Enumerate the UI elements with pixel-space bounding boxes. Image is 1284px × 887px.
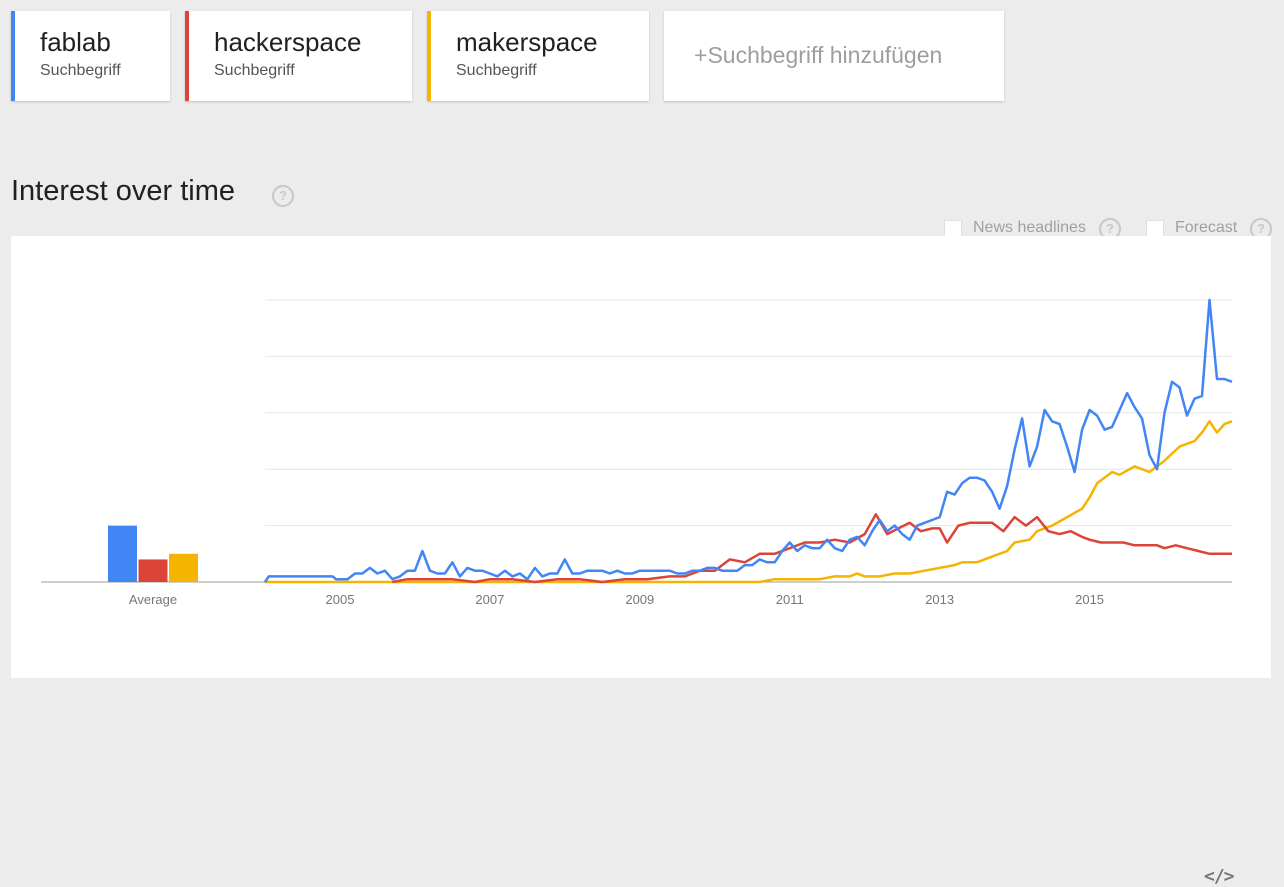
term-name: makerspace — [456, 27, 598, 57]
average-bar-hackerspace — [138, 559, 168, 582]
section-title: Interest over time — [11, 175, 236, 207]
term-name: fablab — [40, 27, 111, 57]
term-color-bar — [427, 11, 431, 101]
help-icon[interactable]: ? — [272, 185, 294, 207]
x-tick-label: 2005 — [326, 592, 355, 607]
add-search-term-button[interactable]: +Suchbegriff hinzufügen — [664, 11, 1004, 101]
x-tick-label: 2013 — [925, 592, 954, 607]
series-line-makerspace — [265, 420, 1233, 584]
interest-over-time-chart: Average 2005 2007 2009 2011 2013 2015 — [41, 298, 1233, 607]
embed-code-icon[interactable]: </> — [1204, 866, 1234, 887]
forecast-label: Forecast — [1175, 219, 1238, 236]
term-color-bar — [185, 11, 189, 101]
plus-icon: + — [694, 42, 708, 68]
search-term-card-makerspace[interactable]: makerspace Suchbegriff — [427, 11, 649, 101]
term-color-bar — [11, 11, 15, 101]
term-type: Suchbegriff — [214, 62, 295, 79]
term-name: hackerspace — [214, 27, 362, 57]
chart-panel: Average 2005 2007 2009 2011 2013 2015 </> — [11, 236, 1271, 887]
average-bar-fablab — [108, 525, 137, 582]
search-term-card-hackerspace[interactable]: hackerspace Suchbegriff — [185, 11, 412, 101]
x-tick-label: 2011 — [776, 592, 804, 607]
series-line-fablab — [263, 298, 1233, 583]
average-label: Average — [129, 592, 177, 607]
average-bar-makerspace — [169, 553, 198, 582]
search-term-card-fablab[interactable]: fablab Suchbegriff — [11, 11, 170, 101]
term-type: Suchbegriff — [40, 62, 121, 79]
x-tick-label: 2015 — [1075, 592, 1104, 607]
add-term-label: Suchbegriff hinzufügen — [707, 42, 943, 68]
x-tick-label: 2007 — [475, 592, 504, 607]
x-tick-label: 2009 — [625, 592, 654, 607]
add-term-text: +Suchbegriff hinzufügen — [694, 42, 942, 69]
term-type: Suchbegriff — [456, 62, 537, 79]
news-headlines-label: News headlines — [973, 219, 1086, 236]
